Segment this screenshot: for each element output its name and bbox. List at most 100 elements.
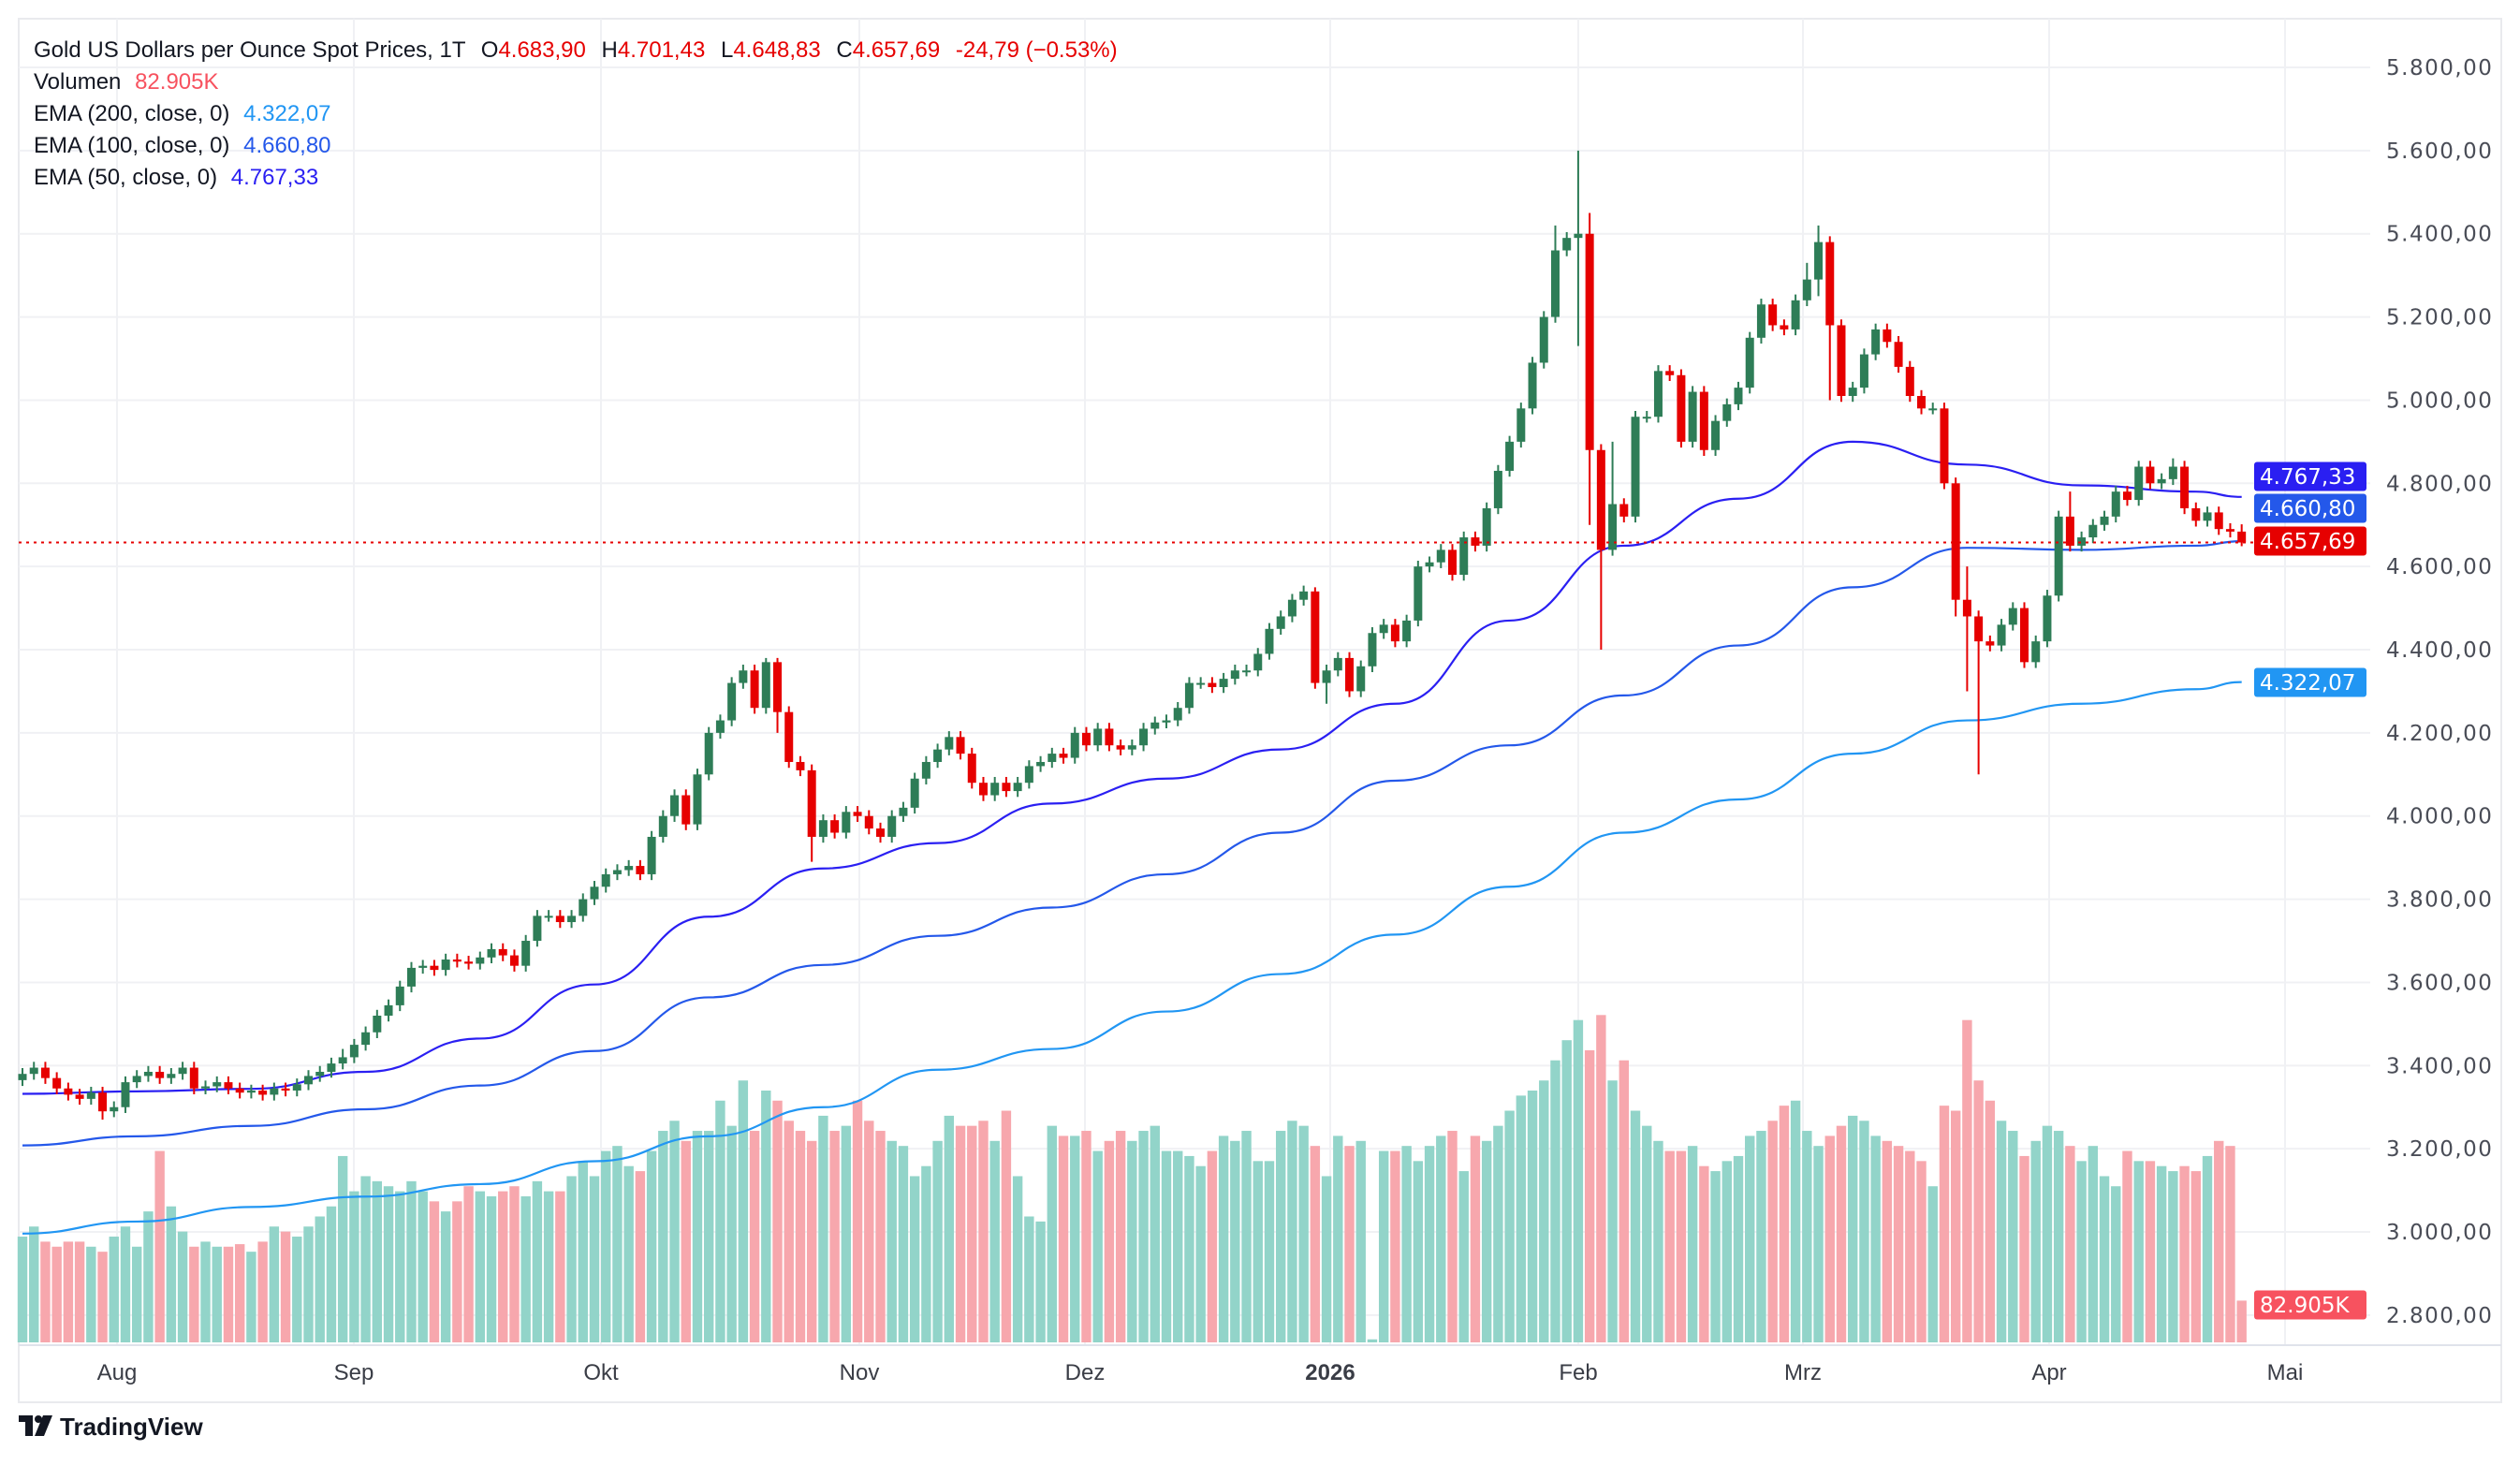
volume-bar [2236,1300,2247,1342]
candle-body [1711,420,1721,450]
volume-bar [1390,1150,1400,1342]
volume-bar [978,1121,989,1342]
candle-body [1688,391,1697,442]
volume-bar [921,1165,931,1342]
volume-bar [1745,1135,1755,1342]
candle [533,910,542,947]
tradingview-logo[interactable]: TradingView [19,1413,203,1441]
price-axis-label: 3.200,00 [2386,1137,2493,1162]
volume-bar [692,1131,703,1342]
candle-body [2008,608,2017,625]
candle [624,859,634,876]
price-axis[interactable]: 5.800,00 5.600,00 5.400,00 5.200,00 5.000,00… [2386,56,2493,1328]
candle-body [132,1076,141,1083]
volume-bar [1184,1155,1194,1342]
candle [452,953,462,968]
price-axis-label: 5.400,00 [2386,223,2493,247]
candle [887,810,897,843]
candle-body [2237,531,2247,543]
volume-bar [1012,1176,1023,1342]
candle [1585,212,1594,525]
volume-bar [1802,1131,1812,1342]
volume-bar [818,1115,828,1342]
time-axis-label: Mai [2267,1360,2304,1385]
candle [2065,491,2074,552]
candle [1036,755,1046,772]
candle [807,764,816,862]
volume-bar [372,1180,383,1342]
candle [1539,311,1548,369]
volume-bar [360,1176,371,1342]
time-axis[interactable]: Aug Sep Okt Nov Dez 2026 Feb Mrz Apr Mai [97,1360,2304,1385]
volume-bar [989,1140,1000,1342]
candle-body [235,1088,244,1093]
candle [967,747,976,789]
svg-text:82.905K: 82.905K [2260,1294,2350,1318]
volume-bar [1481,1140,1492,1342]
candle [715,714,725,740]
candle [727,677,737,726]
candle [178,1062,187,1080]
candle-body [1848,388,1857,396]
candle [1150,716,1160,735]
candle-body [1448,549,1457,576]
time-axis-label: Okt [583,1360,619,1385]
candle-body [544,916,553,918]
candle [818,813,828,843]
candle-body [2191,507,2201,521]
candle [978,776,988,801]
candle [2031,635,2041,668]
legend-ema100-row[interactable]: EMA (100, close, 0) 4.660,80 [34,133,331,158]
legend-volume-row[interactable]: Volumen 82.905K [34,69,219,95]
candle [155,1065,165,1084]
candle-body [1024,766,1033,784]
last-price-tag: 4.657,69 [2254,526,2366,556]
candle-body [246,1090,256,1093]
candle [1905,360,1914,403]
volume-bar [1115,1131,1126,1342]
volume-bar [658,1131,668,1342]
candle [1311,587,1320,689]
candle-body [52,1077,62,1089]
volume-bar [2122,1150,2132,1342]
candle-body [1127,745,1136,750]
candle-body [990,783,1000,796]
time-axis-label: Feb [1559,1360,1597,1385]
volume-bar [17,1237,28,1342]
volume-bar [1870,1135,1881,1342]
candle-body [876,828,885,837]
candle-body [1642,417,1651,419]
legend-ema50-row[interactable]: EMA (50, close, 0) 4.767,33 [34,165,318,190]
candle-body [1059,754,1068,758]
candle-body [2168,466,2177,479]
volume-bar [29,1226,39,1342]
candle [681,789,691,830]
volume-bar [1035,1221,1046,1342]
candle [1745,331,1754,394]
candle-body [373,1016,382,1033]
volume-bar [2202,1155,2213,1342]
candle [2134,461,2144,506]
volume-bar [246,1252,256,1342]
volume-bar [1298,1125,1309,1342]
legend-ohlc-row[interactable]: Gold US Dollars per Ounce Spot Prices, 1… [34,37,1118,63]
candle-body [899,807,908,816]
legend-ema200-row[interactable]: EMA (200, close, 0) 4.322,07 [34,101,331,126]
candle [2043,590,2052,648]
candle-body [2225,529,2234,532]
volume-bar [1584,1049,1595,1342]
volume-bar [1619,1060,1629,1342]
candle [258,1084,268,1101]
candle-body [1116,745,1125,750]
candle [579,893,588,922]
candle-body [281,1088,290,1091]
candle-body [418,965,428,968]
volume-bar [280,1231,291,1342]
ema50-value: 4.767,33 [231,165,318,190]
candle [1425,556,1434,573]
volume-bar [2225,1146,2235,1342]
volume-bar [2042,1125,2053,1342]
candle-body [601,873,610,887]
volume-bar [475,1191,485,1342]
